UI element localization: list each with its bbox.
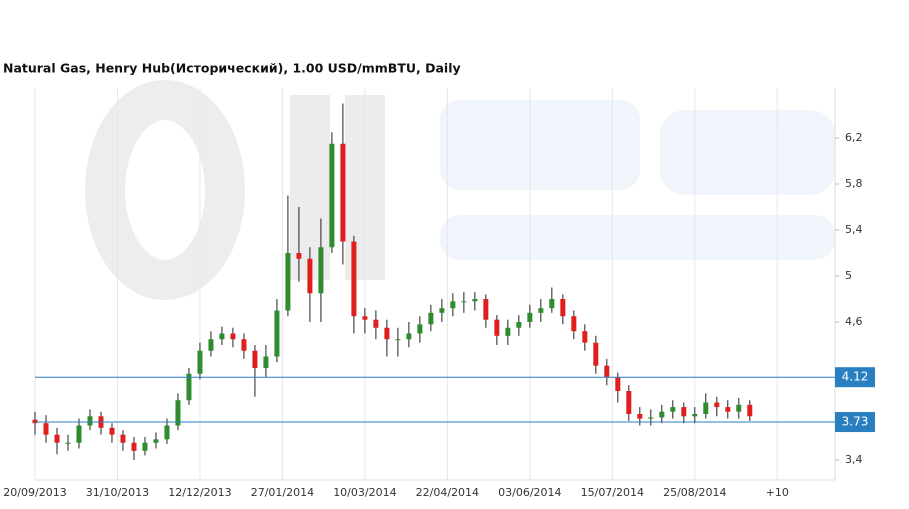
candle-body <box>87 416 93 426</box>
candle-body <box>626 390 632 414</box>
candle-body <box>516 322 522 328</box>
candle-body <box>736 404 742 412</box>
candle-body <box>747 404 753 417</box>
y-tick-label: 3,4 <box>845 453 863 466</box>
y-tick-label: 4,6 <box>845 315 863 328</box>
candle-body <box>439 308 445 313</box>
candle-body <box>725 407 731 412</box>
candle-body <box>175 400 181 426</box>
candle-body <box>648 417 654 419</box>
y-tick-label: 5 <box>845 269 852 282</box>
candle-body <box>120 434 126 443</box>
x-tick-label: 20/09/2013 <box>3 486 66 499</box>
candle-body <box>593 342 599 366</box>
candle-body <box>417 324 423 334</box>
level-label-box <box>835 412 875 433</box>
y-tick-label: 5,4 <box>845 223 863 236</box>
level-label-box <box>835 367 875 388</box>
candle-body <box>637 413 643 419</box>
candle-body <box>197 350 203 374</box>
candle-body <box>230 333 236 340</box>
candle-body <box>186 373 192 401</box>
candle-body <box>450 301 456 309</box>
candle-body <box>153 439 159 443</box>
candle-body <box>681 407 687 417</box>
candle-body <box>362 316 368 320</box>
candle-body <box>406 333 412 340</box>
candle-body <box>549 299 555 309</box>
candle-body <box>32 419 38 424</box>
candle-body <box>274 310 280 357</box>
level-label: 4.12 <box>842 370 869 384</box>
candle-body <box>428 312 434 325</box>
candle-body <box>527 312 533 323</box>
candle-body <box>285 253 291 311</box>
x-tick-label: 22/04/2014 <box>416 486 479 499</box>
x-tick-label: 10/03/2014 <box>333 486 396 499</box>
candle-body <box>263 356 269 368</box>
candle-body <box>472 299 478 302</box>
candle-body <box>494 319 500 336</box>
candle-body <box>164 425 170 440</box>
candle-body <box>582 331 588 343</box>
candle-body <box>318 247 324 294</box>
x-tick-label: 15/07/2014 <box>581 486 644 499</box>
candle-body <box>604 365 610 378</box>
candle-body <box>615 377 621 391</box>
candle-body <box>219 333 225 340</box>
candle-body <box>252 350 258 368</box>
candle-body <box>65 442 71 444</box>
chart-title: Natural Gas, Henry Hub(Исторический), 1.… <box>3 61 461 76</box>
candle-body <box>76 425 82 443</box>
candle-body <box>43 423 49 435</box>
candle-body <box>670 407 676 412</box>
y-tick-label: 5,8 <box>845 177 863 190</box>
candle-body <box>571 316 577 332</box>
candle-body <box>714 402 720 408</box>
candle-body <box>208 339 214 351</box>
x-tick-label: +10 <box>766 486 789 499</box>
candle-body <box>505 327 511 336</box>
candle-body <box>538 308 544 313</box>
candle-body <box>340 143 346 242</box>
level-label: 3.73 <box>842 415 869 429</box>
y-tick-label: 6,2 <box>845 131 863 144</box>
candle-body <box>142 442 148 451</box>
candle-body <box>560 299 566 317</box>
x-tick-label: 12/12/2013 <box>168 486 231 499</box>
candle-body <box>659 411 665 418</box>
x-tick-label: 27/01/2014 <box>251 486 314 499</box>
candle-body <box>384 327 390 340</box>
candle-body <box>351 241 357 317</box>
candle-body <box>692 413 698 417</box>
watermark <box>85 80 835 300</box>
candle-body <box>395 339 401 341</box>
candle-body <box>373 319 379 328</box>
candle-body <box>131 442 137 451</box>
x-tick-label: 03/06/2014 <box>498 486 561 499</box>
x-tick-label: 31/10/2013 <box>86 486 149 499</box>
candle-body <box>461 301 467 303</box>
candle-body <box>296 253 302 259</box>
candle-body <box>109 427 115 435</box>
candle-body <box>307 258 313 294</box>
candle-body <box>329 143 335 248</box>
candle-body <box>703 402 709 414</box>
candle-body <box>54 434 60 443</box>
candle-body <box>483 299 489 320</box>
x-tick-label: 25/08/2014 <box>663 486 726 499</box>
candle-body <box>241 339 247 351</box>
